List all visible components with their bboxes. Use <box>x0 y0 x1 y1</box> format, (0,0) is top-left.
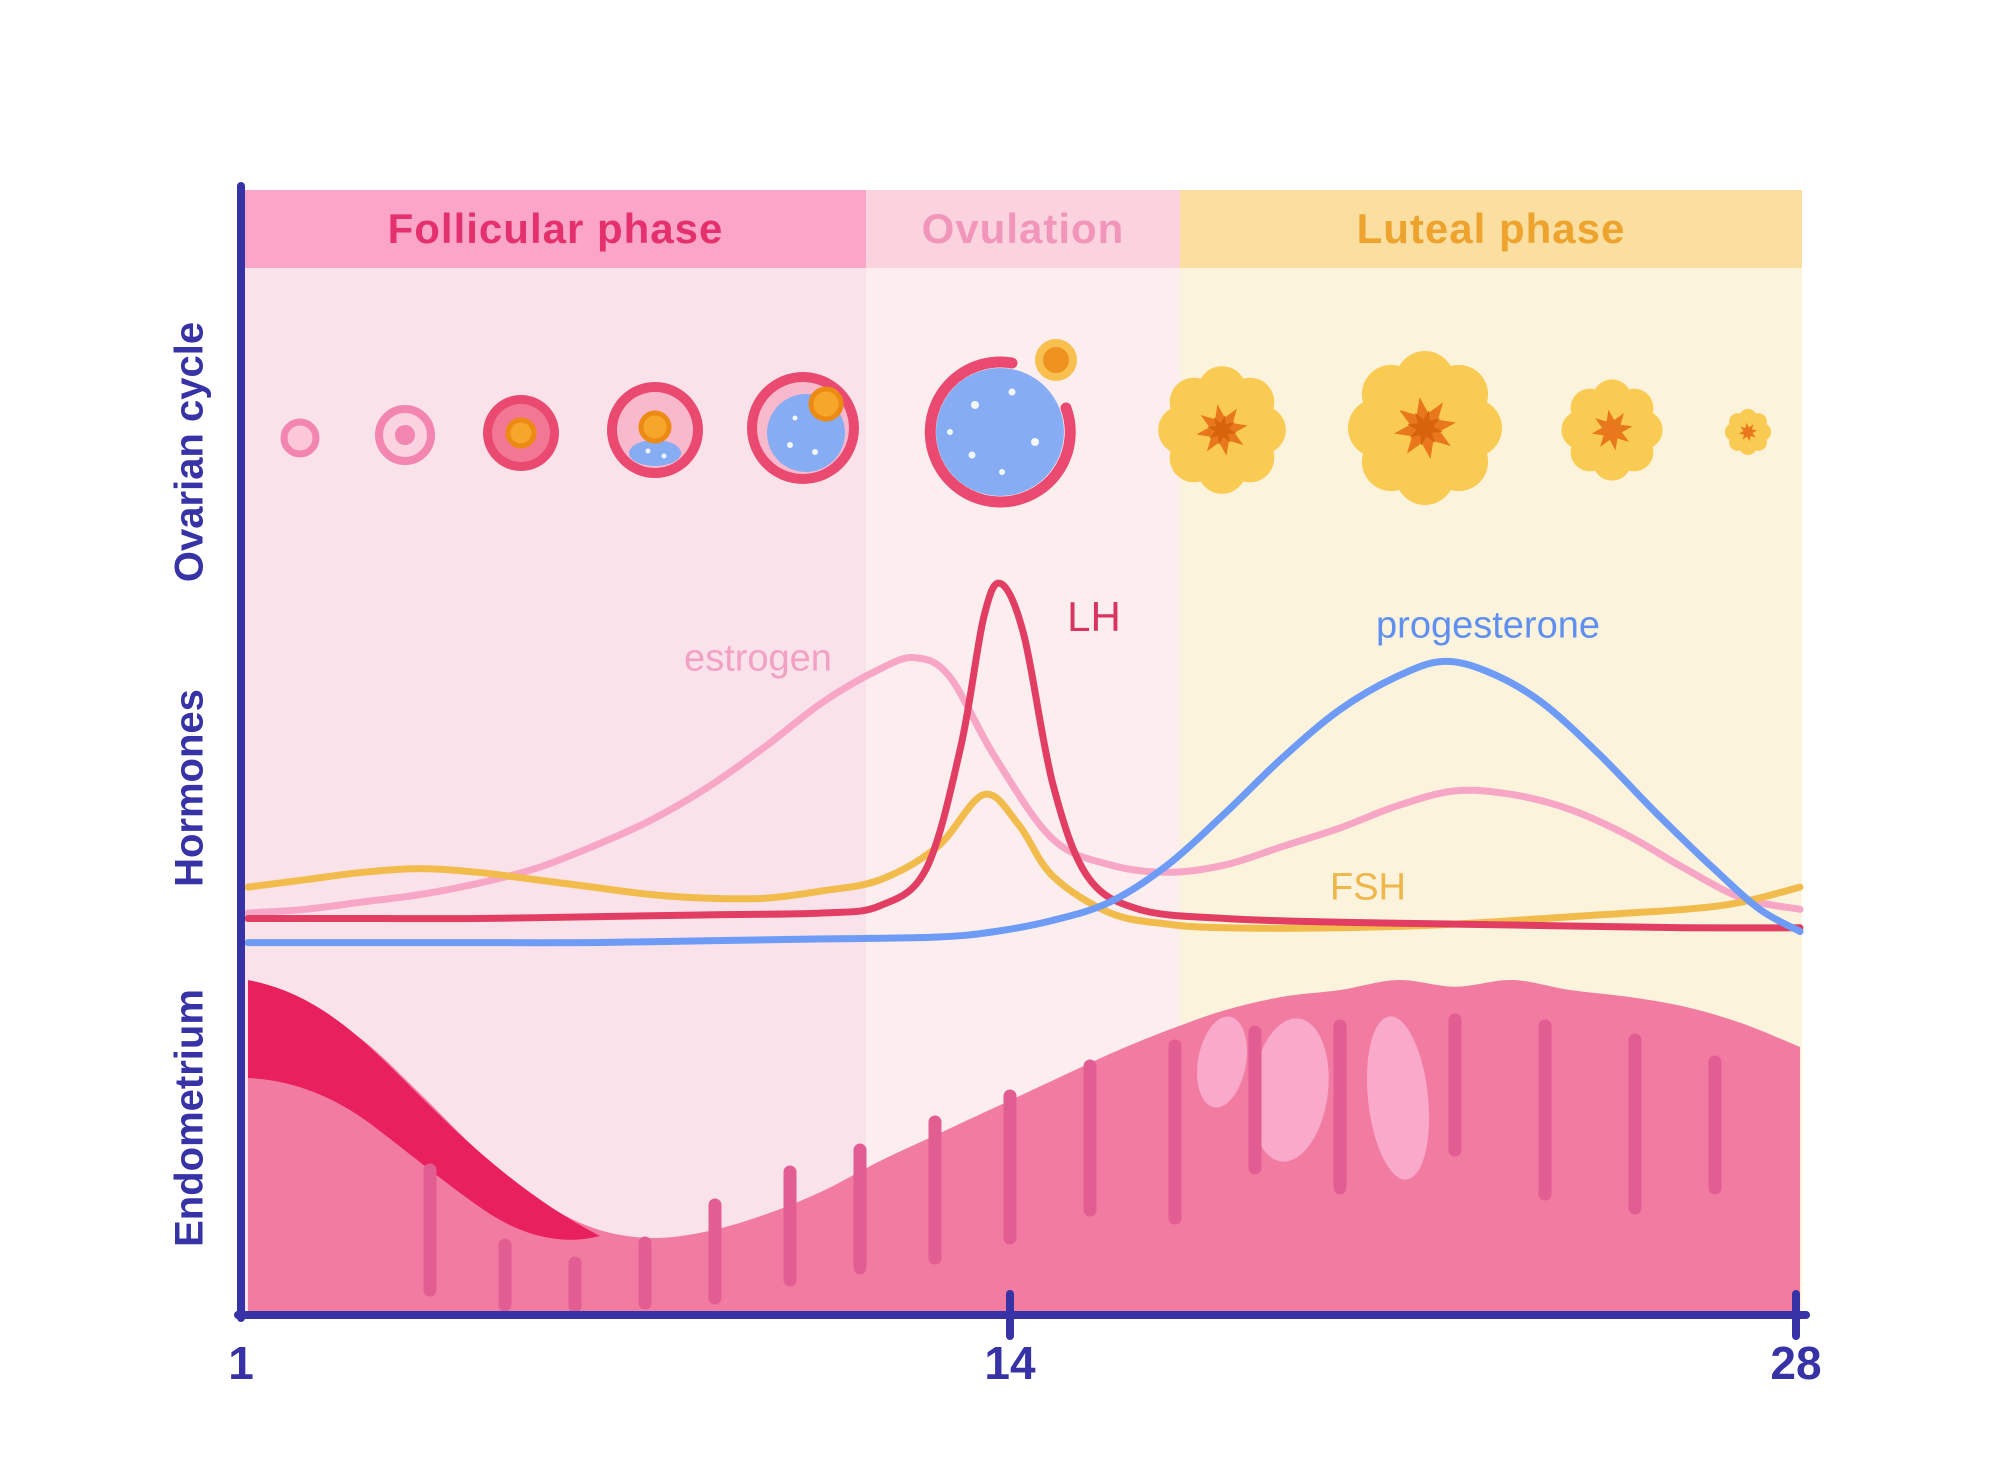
luteum-center-core <box>1207 415 1237 445</box>
fluid-dot <box>787 442 793 448</box>
follicle-fluid <box>936 368 1064 496</box>
x-tick-label-1: 1 <box>228 1337 254 1389</box>
corpus-luteum-regressing-icon <box>1561 379 1663 481</box>
antrum-fluid <box>629 440 681 466</box>
secondary-follicle-icon <box>483 395 559 471</box>
phase-header-ovulation: Ovulation <box>866 190 1180 268</box>
fluid-dot <box>812 449 818 455</box>
oocyte <box>395 425 415 445</box>
luteum-center <box>1738 422 1758 442</box>
follicle-shape <box>280 418 320 458</box>
luteum-center-core <box>1407 410 1443 446</box>
hormone-curve-progesterone <box>244 657 1804 947</box>
section-label-endometrium: Endometrium <box>167 989 212 1247</box>
luteum-center <box>1591 409 1633 451</box>
corpus-luteum-forming-icon <box>1158 366 1286 494</box>
endometrium-light-patch <box>1251 1018 1329 1162</box>
phase-header-luteal: Luteal phase <box>1180 190 1802 268</box>
hormone-curves <box>244 579 1804 947</box>
hormone-curve-estrogen <box>244 654 1804 917</box>
endometrium-light-patch <box>1197 1016 1247 1108</box>
fluid-dot <box>1008 388 1016 396</box>
fluid-dot <box>645 448 651 454</box>
x-tick-label-28: 28 <box>1770 1337 1822 1389</box>
fluid-dot <box>661 453 667 459</box>
endometrium-thickness-shape <box>248 979 1800 1316</box>
fluid-dot <box>792 415 798 421</box>
hormone-curve-LH <box>244 579 1804 932</box>
corpus-luteum-mature-icon <box>1348 351 1502 505</box>
primordial-follicle-icon <box>280 418 320 458</box>
fluid-dot <box>999 469 1005 475</box>
ovarian-cycle-icons <box>280 339 1772 508</box>
fsh-label: FSH <box>1330 866 1406 909</box>
phase-label-luteal: Luteal phase <box>1356 205 1626 252</box>
oocyte <box>808 386 844 422</box>
ruptured-follicle-wall <box>924 356 1076 508</box>
axes <box>234 182 1810 1340</box>
endometrium-illustration <box>248 979 1800 1316</box>
phase-label-ovulation: Ovulation <box>921 205 1125 252</box>
fluid-dot <box>947 429 953 435</box>
endometrial-glands <box>423 1013 1722 1313</box>
hormone-curve-FSH <box>244 790 1804 932</box>
estrogen-label: estrogen <box>684 637 832 680</box>
released-egg-core <box>1043 347 1069 373</box>
progesterone-label: progesterone <box>1376 604 1600 647</box>
menstrual-flow-shape <box>248 980 600 1240</box>
phase-label-follicular: Follicular phase <box>387 205 724 252</box>
antral-follicle-icon <box>607 382 703 478</box>
corpus-albicans-icon <box>1724 408 1772 456</box>
oocyte <box>505 417 537 449</box>
fluid-dot <box>1031 438 1039 446</box>
mature-follicle-icon <box>747 372 859 484</box>
primary-follicle-icon <box>375 405 435 465</box>
phase-header-follicular: Follicular phase <box>245 190 866 268</box>
ovulation-released-egg-icon <box>924 339 1077 508</box>
x-tick-label-14: 14 <box>984 1337 1036 1389</box>
fluid-dot <box>968 451 976 459</box>
endometrium-light-patch <box>1366 1016 1430 1180</box>
corpus-luteum-stages <box>1158 351 1772 505</box>
section-label-ovarian-cycle: Ovarian cycle <box>167 321 212 583</box>
oocyte <box>638 410 672 444</box>
endometrium-fill <box>248 979 1800 1316</box>
fluid-dot <box>971 401 979 409</box>
section-label-hormones: Hormones <box>167 689 212 887</box>
lh-label: LH <box>1067 593 1121 640</box>
